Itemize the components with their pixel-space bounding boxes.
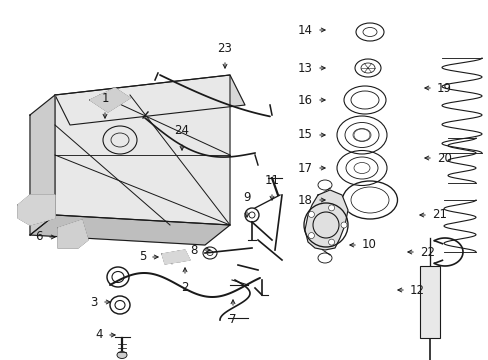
Text: 6: 6	[36, 230, 43, 243]
Text: 20: 20	[436, 152, 451, 165]
Circle shape	[308, 233, 314, 239]
Text: 13: 13	[298, 62, 312, 75]
Text: 3: 3	[90, 296, 98, 309]
Text: 22: 22	[419, 246, 434, 258]
Ellipse shape	[117, 351, 127, 359]
Text: 21: 21	[431, 208, 446, 221]
Text: 8: 8	[190, 243, 198, 256]
Text: 4: 4	[95, 328, 103, 342]
Polygon shape	[58, 220, 88, 248]
Polygon shape	[162, 250, 190, 264]
Text: 19: 19	[436, 81, 451, 94]
Text: 17: 17	[297, 162, 312, 175]
Polygon shape	[55, 75, 244, 125]
Text: 24: 24	[174, 124, 189, 137]
Text: 16: 16	[297, 94, 312, 107]
Polygon shape	[305, 190, 347, 250]
Text: 23: 23	[217, 42, 232, 55]
Polygon shape	[18, 195, 55, 225]
Circle shape	[340, 222, 346, 228]
Text: 1: 1	[101, 92, 108, 105]
Circle shape	[328, 239, 334, 245]
Text: 7: 7	[229, 313, 236, 326]
Text: 14: 14	[297, 23, 312, 36]
Polygon shape	[90, 88, 130, 112]
Polygon shape	[30, 95, 55, 235]
Text: 18: 18	[298, 194, 312, 207]
Polygon shape	[30, 215, 229, 245]
Text: 5: 5	[138, 251, 146, 264]
Text: 2: 2	[181, 281, 188, 294]
Text: 15: 15	[298, 129, 312, 141]
Text: 9: 9	[243, 191, 250, 204]
Circle shape	[308, 211, 314, 217]
Bar	[419, 266, 439, 338]
Circle shape	[328, 205, 334, 211]
Polygon shape	[55, 75, 229, 225]
Text: 12: 12	[409, 284, 424, 297]
Text: 10: 10	[361, 238, 376, 252]
Text: 11: 11	[264, 174, 279, 187]
